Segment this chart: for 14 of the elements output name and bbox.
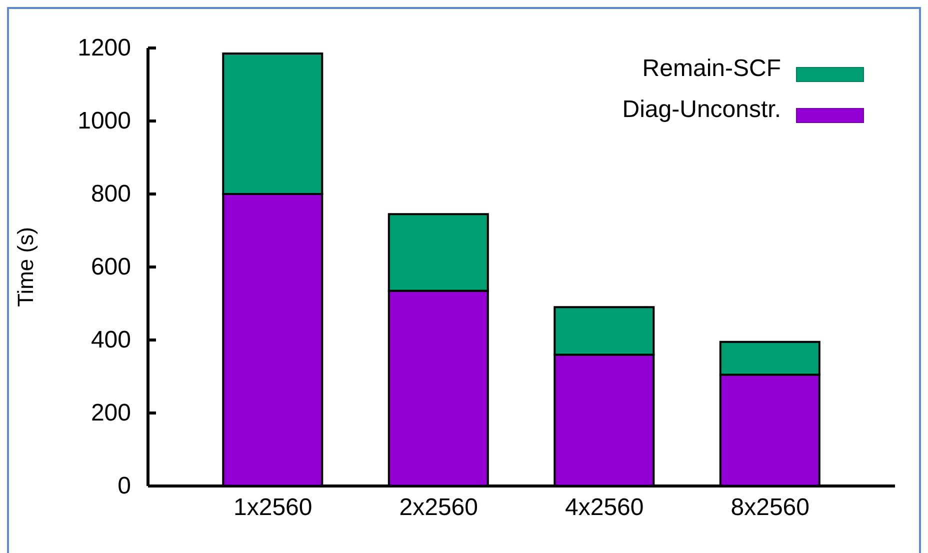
x-tick-label: 1x2560 — [234, 494, 312, 522]
y-tick-label: 600 — [90, 254, 131, 280]
x-tick-label: 2x2560 — [399, 494, 478, 522]
legend-label: Remain-SCF — [642, 54, 781, 82]
x-tick-label: 8x2560 — [730, 494, 810, 522]
x-tick-label: 4x2560 — [565, 494, 644, 522]
legend-label: Diag-Unconstr. — [622, 96, 781, 124]
y-tick-label: 1000 — [78, 108, 131, 134]
y-tick-label: 1200 — [78, 34, 131, 62]
y-axis-title: Time (s) — [12, 227, 38, 307]
y-tick-label: 800 — [90, 180, 131, 208]
y-tick-label: 200 — [90, 400, 131, 426]
y-tick-label: 400 — [90, 326, 131, 354]
y-tick-label: 0 — [118, 472, 131, 500]
